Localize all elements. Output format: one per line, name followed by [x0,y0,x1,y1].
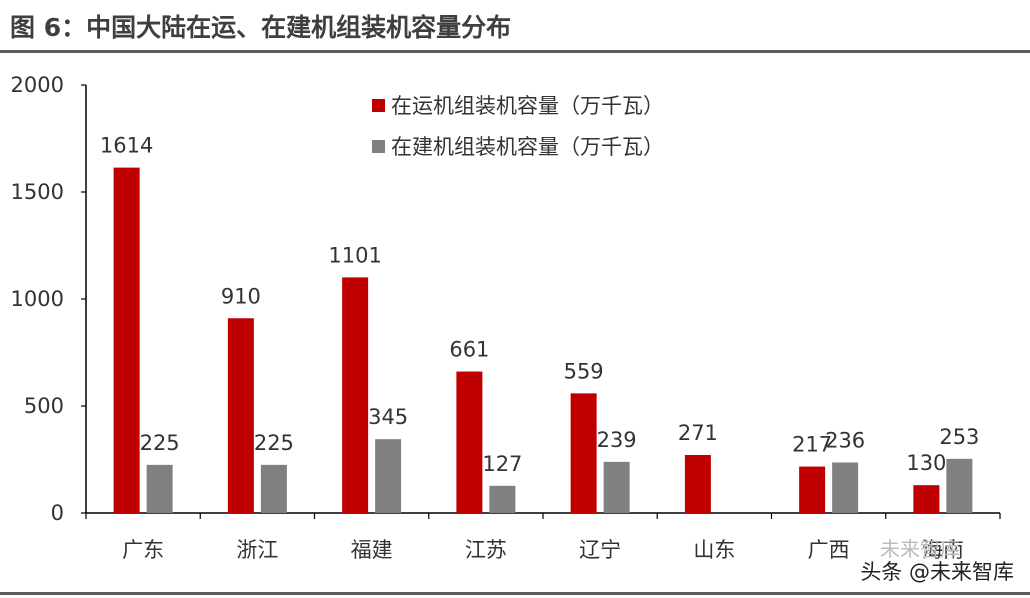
bar-operating [227,318,254,513]
data-label: 130 [906,451,946,475]
data-label: 253 [939,425,979,449]
y-tick-label: 500 [24,394,64,418]
watermark-logo-text: 未来智库 [880,537,960,561]
x-tick-label: 浙江 [236,538,278,562]
legend-label: 在建机组装机容量（万千瓦） [391,135,664,159]
data-label: 271 [678,421,718,445]
data-label: 559 [564,359,604,383]
data-label: 217 [792,433,832,457]
bar-operating [570,393,597,513]
bar-operating [913,485,940,513]
bar-operating [113,167,140,513]
data-label: 1101 [328,243,381,267]
data-label: 127 [482,452,522,476]
bar-construction [146,464,173,513]
y-tick-label: 1000 [11,287,64,311]
data-label: 225 [140,431,180,455]
data-label: 239 [597,428,637,452]
y-tick-label: 1500 [11,180,64,204]
x-tick-label: 江苏 [465,538,507,562]
chart-title: 图 6：中国大陆在运、在建机组装机容量分布 [10,13,512,42]
bar-construction [832,462,859,513]
data-label: 345 [368,405,408,429]
legend-swatch [372,99,385,112]
bar-construction [603,461,630,513]
legend-swatch [372,140,385,153]
bar-construction [946,458,973,513]
bar-construction [375,439,402,513]
x-tick-label: 广东 [122,538,164,562]
data-label: 1614 [100,134,153,158]
x-tick-label: 广西 [808,538,850,562]
bar-construction [260,464,287,513]
data-label: 225 [254,431,294,455]
data-label: 236 [825,428,865,452]
data-label: 910 [221,284,261,308]
x-tick-label: 辽宁 [579,538,621,562]
x-tick-label: 福建 [351,538,393,562]
bar-operating [799,466,826,513]
x-tick-label: 海南 [922,538,964,562]
legend-label: 在运机组装机容量（万千瓦） [391,94,664,118]
data-label: 661 [449,338,489,362]
y-tick-label: 2000 [11,73,64,97]
bar-operating [456,371,483,513]
watermark: 头条 @未来智库 [860,560,1014,584]
bar-operating [342,277,369,513]
bar-construction [489,485,516,513]
y-tick-label: 0 [51,501,64,525]
bottom-divider [0,592,1030,595]
x-tick-label: 山东 [693,538,735,562]
title-divider [0,50,1030,53]
bar-operating [684,455,711,513]
